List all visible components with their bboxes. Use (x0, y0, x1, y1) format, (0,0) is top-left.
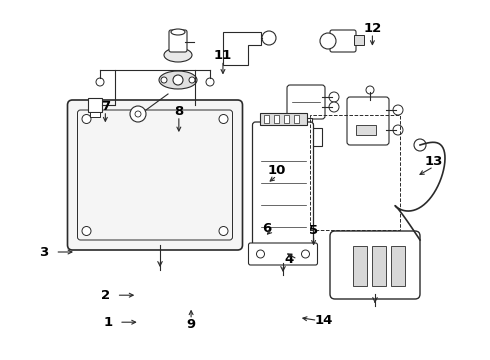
Bar (260, 113, 307, 125)
Circle shape (393, 105, 403, 115)
Circle shape (130, 106, 146, 122)
Bar (310, 115, 400, 230)
Polygon shape (223, 32, 261, 65)
Text: 12: 12 (363, 22, 382, 35)
Text: 9: 9 (187, 318, 196, 330)
Text: 5: 5 (309, 224, 318, 237)
FancyBboxPatch shape (169, 30, 187, 52)
Bar (353, 246, 367, 286)
FancyBboxPatch shape (347, 97, 389, 145)
Text: 8: 8 (174, 105, 183, 118)
Circle shape (219, 226, 228, 235)
Circle shape (329, 102, 339, 112)
Bar (88, 98, 102, 112)
Circle shape (393, 125, 403, 135)
Circle shape (206, 78, 214, 86)
Circle shape (301, 250, 310, 258)
FancyBboxPatch shape (330, 231, 420, 299)
Ellipse shape (164, 48, 192, 62)
Circle shape (262, 31, 276, 45)
Polygon shape (280, 118, 322, 146)
Bar (284, 115, 289, 123)
Text: 14: 14 (314, 314, 333, 327)
Bar (372, 246, 386, 286)
Circle shape (173, 75, 183, 85)
Circle shape (366, 86, 374, 94)
FancyBboxPatch shape (287, 85, 325, 119)
Text: 13: 13 (424, 156, 443, 168)
Circle shape (414, 139, 426, 151)
Text: 4: 4 (285, 253, 294, 266)
Ellipse shape (159, 71, 197, 89)
Circle shape (256, 250, 265, 258)
Circle shape (82, 114, 91, 123)
Circle shape (189, 77, 195, 83)
Text: 1: 1 (103, 316, 112, 329)
FancyBboxPatch shape (248, 243, 318, 265)
Circle shape (96, 78, 104, 86)
Bar (264, 115, 269, 123)
Circle shape (320, 33, 336, 49)
Bar (273, 115, 278, 123)
Text: 2: 2 (101, 289, 110, 302)
Bar (391, 246, 405, 286)
Bar (356, 125, 376, 135)
Text: 3: 3 (40, 246, 49, 258)
Bar (90, 112, 100, 117)
FancyBboxPatch shape (330, 30, 356, 52)
Text: 10: 10 (268, 165, 286, 177)
Text: 6: 6 (263, 222, 271, 235)
Ellipse shape (171, 29, 185, 35)
Bar (354, 35, 364, 45)
FancyBboxPatch shape (252, 122, 314, 248)
Text: 11: 11 (214, 49, 232, 62)
Circle shape (329, 92, 339, 102)
Circle shape (82, 226, 91, 235)
Circle shape (219, 114, 228, 123)
Circle shape (161, 77, 167, 83)
Bar (294, 115, 298, 123)
Text: 7: 7 (101, 100, 110, 113)
Circle shape (135, 111, 141, 117)
FancyBboxPatch shape (68, 100, 243, 250)
